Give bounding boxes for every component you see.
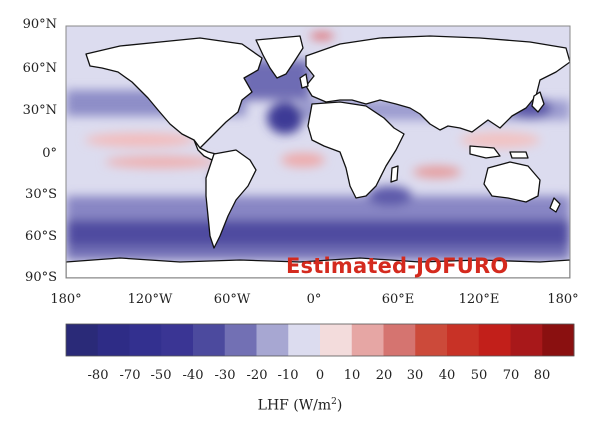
colorbar-label-sup: 2 xyxy=(331,397,337,407)
colorbar-tick: -40 xyxy=(182,368,204,383)
lat-label-30s: 30°S xyxy=(25,187,57,202)
colorbar-frame xyxy=(65,323,575,357)
neg-blob-gulfstream xyxy=(267,102,303,134)
colorbar-tick: 80 xyxy=(533,368,551,383)
colorbar-tick: -10 xyxy=(277,368,299,383)
colorbar-cell xyxy=(161,324,194,356)
colorbar-cell xyxy=(542,324,575,356)
neg-blob-agulhas xyxy=(368,186,412,206)
colorbar-tick: 20 xyxy=(375,368,393,383)
lat-label-90s: 90°S xyxy=(25,270,57,285)
colorbar-cell xyxy=(256,324,289,356)
colorbar-cell xyxy=(415,324,448,356)
colorbar-label-close: ) xyxy=(336,397,343,414)
japan xyxy=(531,91,545,113)
antarctica xyxy=(66,257,570,278)
colorbar-tick: -20 xyxy=(246,368,268,383)
colorbar-cell xyxy=(478,324,511,356)
colorbar-tick: -30 xyxy=(214,368,236,383)
colorbar-cell xyxy=(193,324,226,356)
lon-label-60e: 60°E xyxy=(381,292,415,307)
lat-label-60s: 60°S xyxy=(25,229,57,244)
colorbar-tick: -80 xyxy=(87,368,109,383)
pos-blob-south-pacific-tropics xyxy=(105,156,215,168)
neg-band-southern-ocean xyxy=(66,220,570,248)
colorbar-tick: 40 xyxy=(438,368,456,383)
australia xyxy=(483,161,541,203)
eurasia xyxy=(305,35,570,133)
lon-label-0: 0° xyxy=(306,292,322,307)
neg-band-south-mid xyxy=(66,196,570,222)
south-america xyxy=(205,149,257,249)
colorbar-cell xyxy=(510,324,543,356)
pos-blob-arctic xyxy=(310,33,334,39)
lon-label-180e: 180° xyxy=(547,292,579,307)
colorbar-tick: 30 xyxy=(406,368,424,383)
colorbar-cell xyxy=(351,324,384,356)
lat-label-90n: 90°N xyxy=(22,17,57,32)
indonesia xyxy=(469,145,501,159)
land-masses xyxy=(66,35,570,278)
africa xyxy=(307,101,405,199)
colorbar-cell xyxy=(97,324,130,356)
colorbar-tick: -70 xyxy=(119,368,141,383)
colorbar-tick: 0 xyxy=(315,368,325,383)
lat-label-30n: 30°N xyxy=(22,103,57,118)
lon-label-120e: 120°E xyxy=(458,292,500,307)
new-zealand xyxy=(549,197,561,213)
colorbar-cell xyxy=(383,324,416,356)
pos-blob-south-atlantic-tropics xyxy=(281,153,325,167)
colorbar-tick: -50 xyxy=(150,368,172,383)
colorbar-label: LHF (W/m2) xyxy=(258,397,343,414)
colorbar-cell xyxy=(288,324,321,356)
colorbar-tick: 70 xyxy=(502,368,520,383)
lon-label-180w: 180° xyxy=(50,292,82,307)
colorbar-cell xyxy=(66,324,99,356)
colorbar-cell xyxy=(447,324,480,356)
colorbar xyxy=(66,324,575,356)
colorbar-tick: 10 xyxy=(343,368,361,383)
lat-label-60n: 60°N xyxy=(22,61,57,76)
pos-blob-west-pacific xyxy=(460,132,540,148)
uk-ireland xyxy=(299,73,309,89)
lon-label-60w: 60°W xyxy=(213,292,251,307)
pos-blob-north-pacific-tropics xyxy=(85,133,195,147)
map-frame xyxy=(65,25,571,279)
new-guinea xyxy=(509,151,529,159)
lat-label-0: 0° xyxy=(42,146,57,161)
greenland xyxy=(255,35,304,79)
colorbar-cell xyxy=(320,324,353,356)
colorbar-cell xyxy=(129,324,162,356)
map-title: Estimated-JOFURO xyxy=(286,254,509,278)
colorbar-tick: 50 xyxy=(470,368,488,383)
colorbar-cell xyxy=(224,324,257,356)
madagascar xyxy=(390,165,399,183)
north-america xyxy=(85,37,263,149)
lon-label-120w: 120°W xyxy=(127,292,173,307)
colorbar-label-text: LHF (W/m xyxy=(257,397,332,414)
pos-blob-indian-ocean xyxy=(413,166,461,178)
neg-band-south-ocean-outer xyxy=(66,246,570,260)
